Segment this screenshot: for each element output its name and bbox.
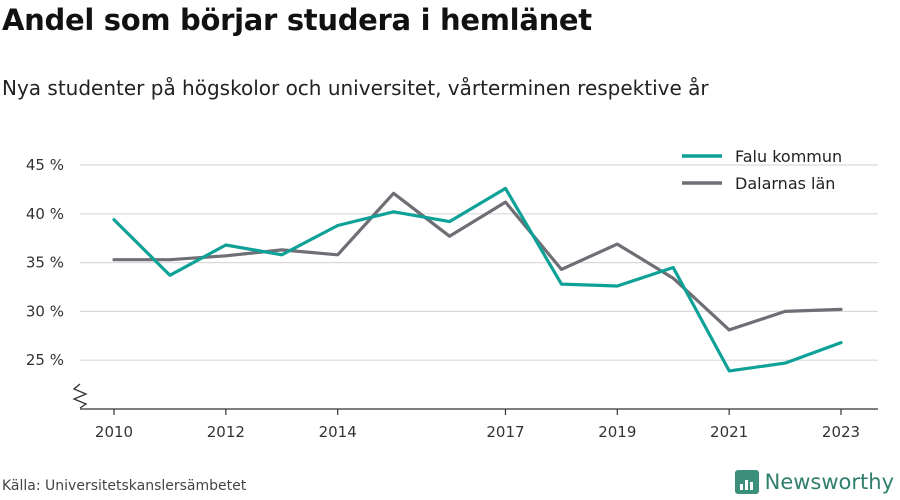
legend-label: Falu kommun xyxy=(735,147,842,166)
legend: Falu kommun Dalarnas län xyxy=(682,147,842,193)
series-line-falu-kommun xyxy=(112,186,843,373)
source-note: Källa: Universitetskanslersämbetet xyxy=(2,478,247,494)
x-tick-label: 2023 xyxy=(822,423,860,441)
x-tick-label: 2021 xyxy=(710,423,748,441)
line-chart: 25 %30 %35 %40 %45 % 2010 2012 2014 2017 201… xyxy=(26,147,878,441)
x-tick-label: 2010 xyxy=(95,423,133,441)
y-tick-label: 35 % xyxy=(26,254,64,272)
brand-logo: Newsworthy xyxy=(734,470,894,494)
legend-label: Dalarnas län xyxy=(735,174,835,193)
newsworthy-icon xyxy=(734,470,759,494)
series-line-dalarnas-lan xyxy=(112,191,843,332)
y-tick-label: 25 % xyxy=(26,351,64,369)
x-tick-label: 2014 xyxy=(319,423,357,441)
x-tick-label: 2019 xyxy=(598,423,636,441)
grid-lines xyxy=(80,164,878,361)
x-axis: 2010 2012 2014 2017 2019 2021 2023 xyxy=(72,383,878,441)
series-lines xyxy=(112,186,843,373)
brand-name: Newsworthy xyxy=(764,470,894,494)
y-tick-label: 40 % xyxy=(26,205,64,223)
axis-break-icon xyxy=(72,383,88,409)
chart-subtitle: Nya studenter på högskolor och universit… xyxy=(2,76,709,100)
x-tick-label: 2017 xyxy=(486,423,524,441)
x-tick-label: 2012 xyxy=(207,423,245,441)
y-tick-label: 30 % xyxy=(26,302,64,320)
y-axis-ticks: 25 % 30 % 35 % 40 % 45 % xyxy=(26,156,64,369)
y-tick-label: 45 % xyxy=(26,156,64,174)
chart-title: Andel som börjar studera i hemlänet xyxy=(2,3,592,37)
